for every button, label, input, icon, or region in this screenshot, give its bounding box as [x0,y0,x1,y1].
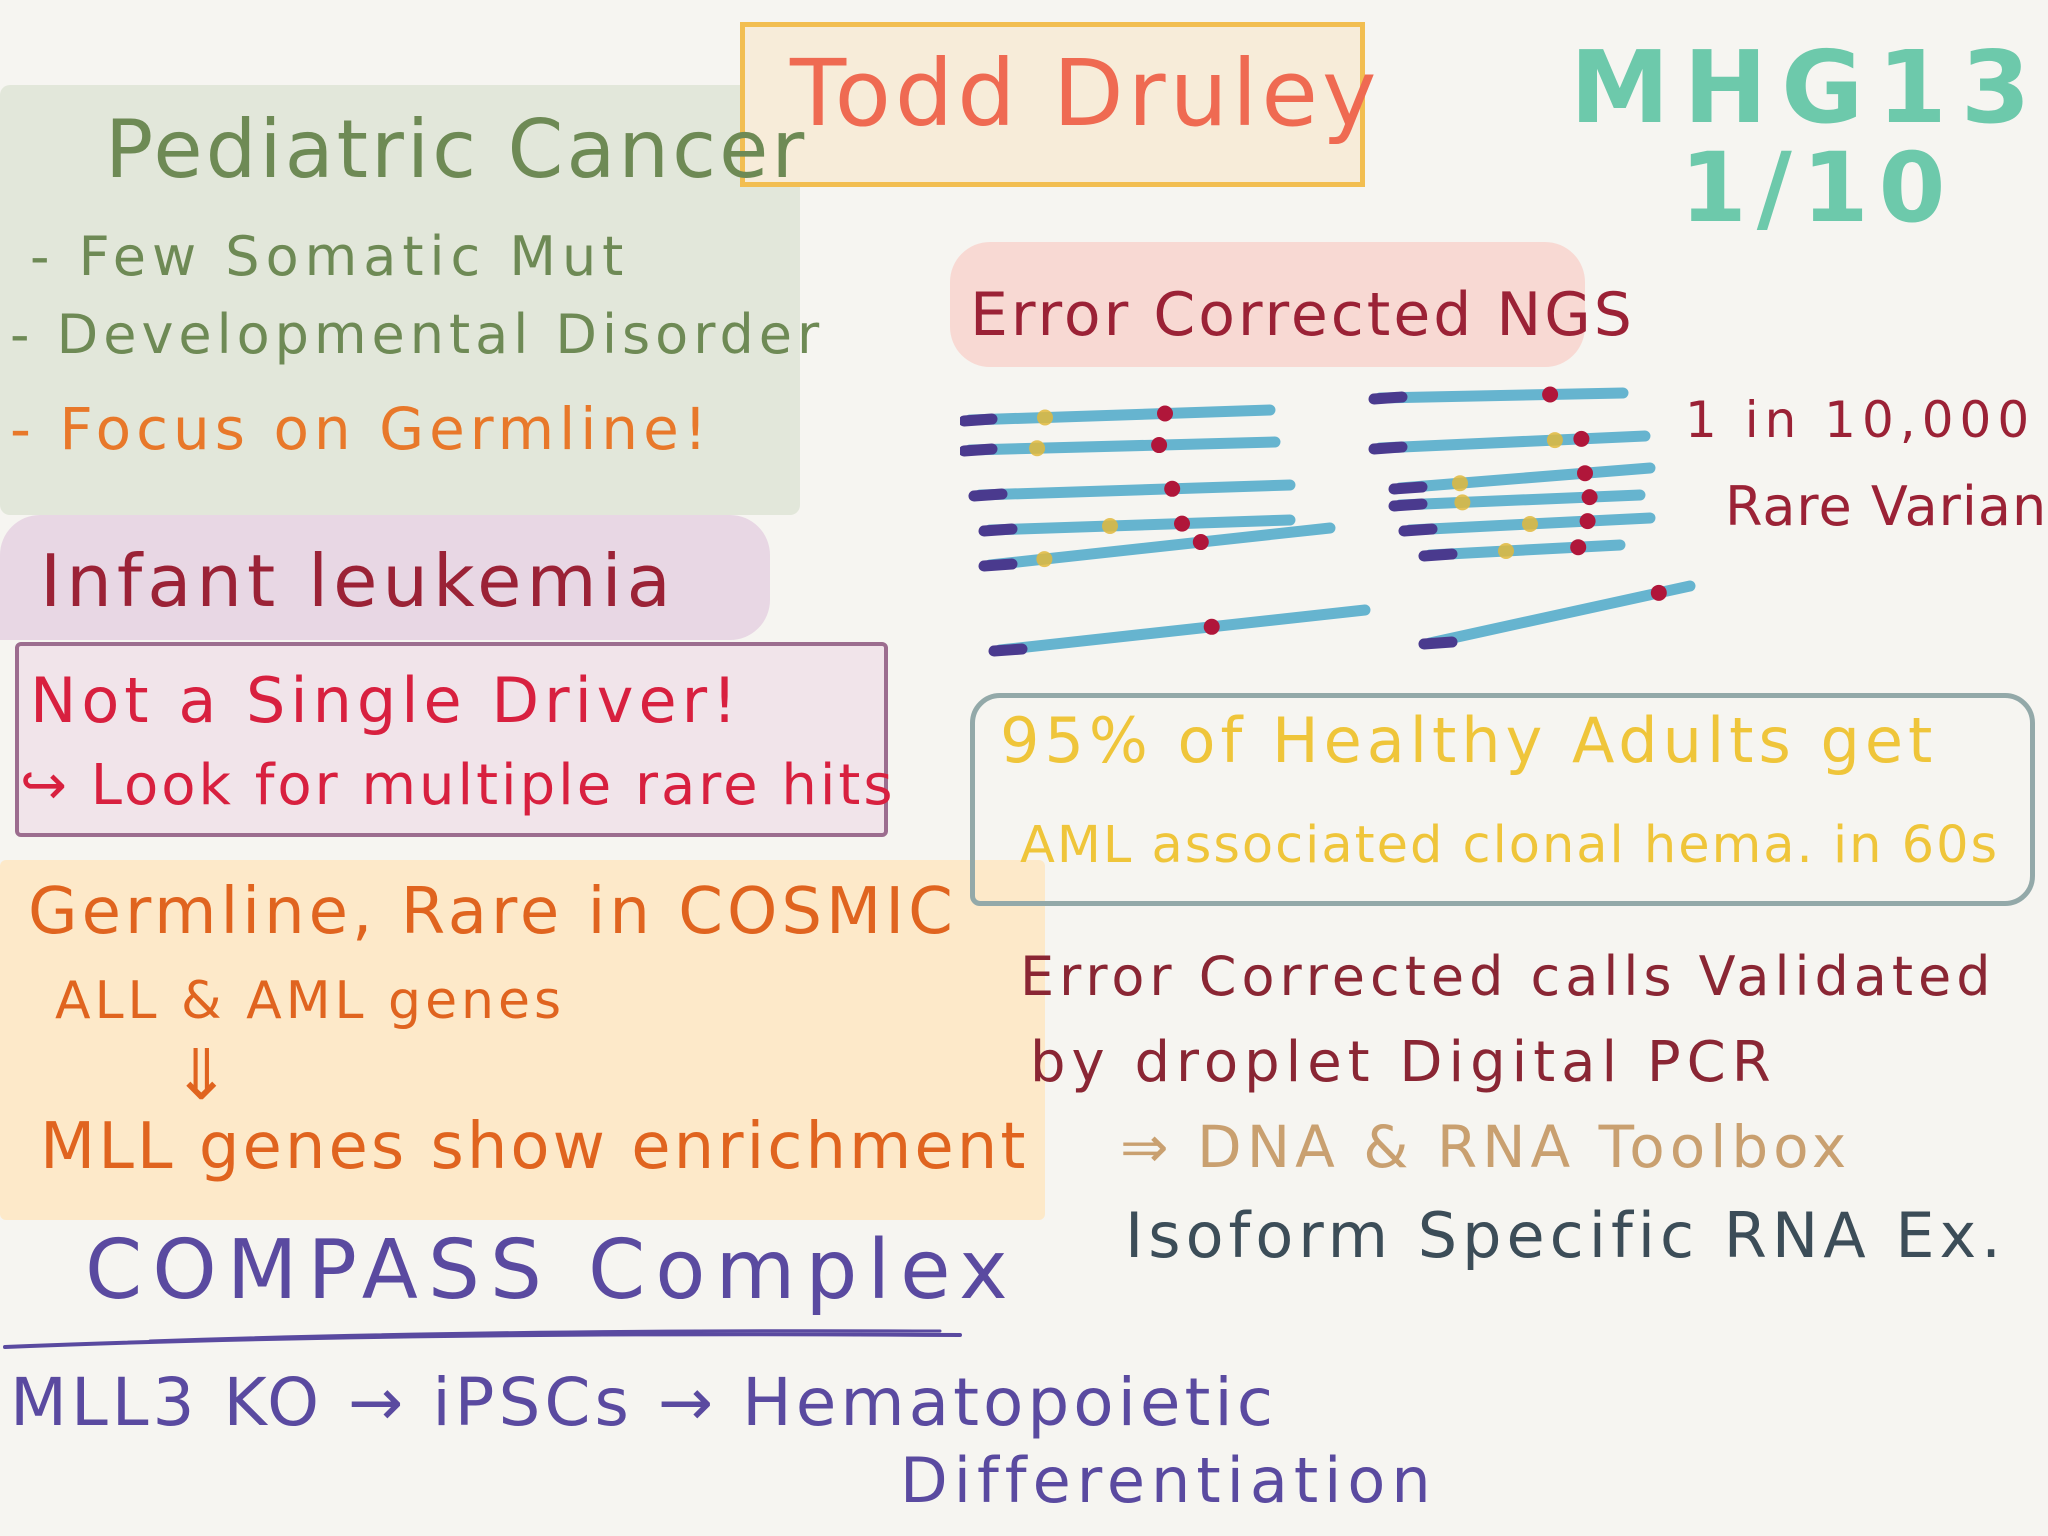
variant-marker-red [1164,480,1181,497]
validation-line-1: Error Corrected calls Validated [1020,945,1996,1008]
read-start [960,443,998,457]
read-start [960,413,998,427]
read-start [1418,548,1458,562]
read-start [1368,391,1408,405]
sequencing-reads-diagram [960,386,1696,657]
read-start [978,523,1018,537]
page-title: Todd Druley [790,40,1381,147]
infant-heading: Infant leukemia [40,539,676,623]
germline-panel [0,860,1045,1220]
read-start [1418,636,1458,650]
variant-marker-red [1151,437,1168,454]
error-corrected-heading: Error Corrected NGS [970,280,1635,350]
error-corrected-highlight [950,242,1585,367]
pediatric-item-1: - Few Somatic Mut [30,225,630,288]
germline-line-1: Germline, Rare in COSMIC [28,875,957,949]
variant-marker-red [1542,386,1559,403]
healthy-line-2: AML associated clonal hema. in 60s [1020,816,2000,875]
variant-marker-yellow [1029,440,1046,457]
healthy-line-1: 95% of Healthy Adults get [1000,704,1938,777]
germline-line-3: MLL genes show enrichment [40,1110,1029,1184]
variant-marker-red [1174,515,1190,532]
compass-line-1: MLL3 KO → iPSCs → Hematopoietic [10,1364,1278,1441]
variant-marker-yellow [1037,409,1053,426]
infant-leukemia-highlight [0,515,770,640]
validation-line-4: Isoform Specific RNA Ex. [1125,1199,2006,1272]
read-start [968,488,1008,502]
read-line [974,479,1296,501]
driver-line-1: Not a Single Driver! [30,664,742,737]
pediatric-item-2: - Developmental Disorder [10,303,825,366]
read-line [964,436,1281,456]
read-start [1388,481,1428,495]
variant-marker-red [1157,405,1173,422]
read-start [988,643,1028,657]
read-line [994,604,1371,656]
variant-marker-red [1650,584,1667,601]
variant-marker-red [1573,430,1590,447]
read-line [964,404,1276,426]
rare-variants-label: Rare Variants [1725,475,2048,538]
title-box [740,22,1365,187]
validation-line-3: ⇒ DNA & RNA Toolbox [1120,1113,1852,1181]
validation-line-2: by droplet Digital PCR [1030,1030,1777,1095]
compass-line-2: Differentiation [900,1444,1437,1517]
session-label: MHG13 [1570,29,2045,146]
variant-marker-red [1581,489,1598,506]
read-line [1394,462,1656,494]
germline-line-2: ALL & AML genes [55,971,566,1031]
variant-marker-yellow [1452,475,1468,492]
variant-marker-yellow [1522,516,1538,532]
driver-box [15,642,888,837]
read-start [1388,498,1428,512]
pediatric-heading: Pediatric Cancer [105,103,808,196]
pediatric-cancer-panel [0,85,800,515]
read-line [1424,539,1626,561]
down-arrow-icon: ⇓ [172,1034,234,1116]
session-date: 1/10 [1680,132,1956,244]
read-line [1424,580,1696,649]
variant-marker-red [1579,513,1596,530]
read-line [984,514,1296,536]
variant-rate: 1 in 10,000 [1685,391,2036,449]
variant-marker-yellow [1546,432,1563,449]
driver-line-2: ↪ Look for multiple rare hits [20,753,896,818]
read-start [1368,441,1408,455]
read-line [1394,489,1646,511]
healthy-adults-box [970,693,2035,906]
variant-marker-red [1570,539,1587,556]
variant-marker-yellow [1036,551,1053,568]
read-start [1398,523,1438,537]
pediatric-item-3: - Focus on Germline! [10,395,713,463]
variant-marker-red [1577,465,1593,482]
variant-marker-red [1203,618,1220,635]
variant-marker-yellow [1498,543,1514,559]
read-line [1374,387,1629,404]
variant-marker-red [1192,534,1209,551]
read-line [1374,430,1651,454]
compass-underline [3,1329,962,1349]
read-start [978,558,1018,572]
variant-marker-yellow [1102,518,1118,534]
variant-marker-yellow [1454,494,1471,511]
compass-heading: COMPASS Complex [85,1223,1018,1318]
